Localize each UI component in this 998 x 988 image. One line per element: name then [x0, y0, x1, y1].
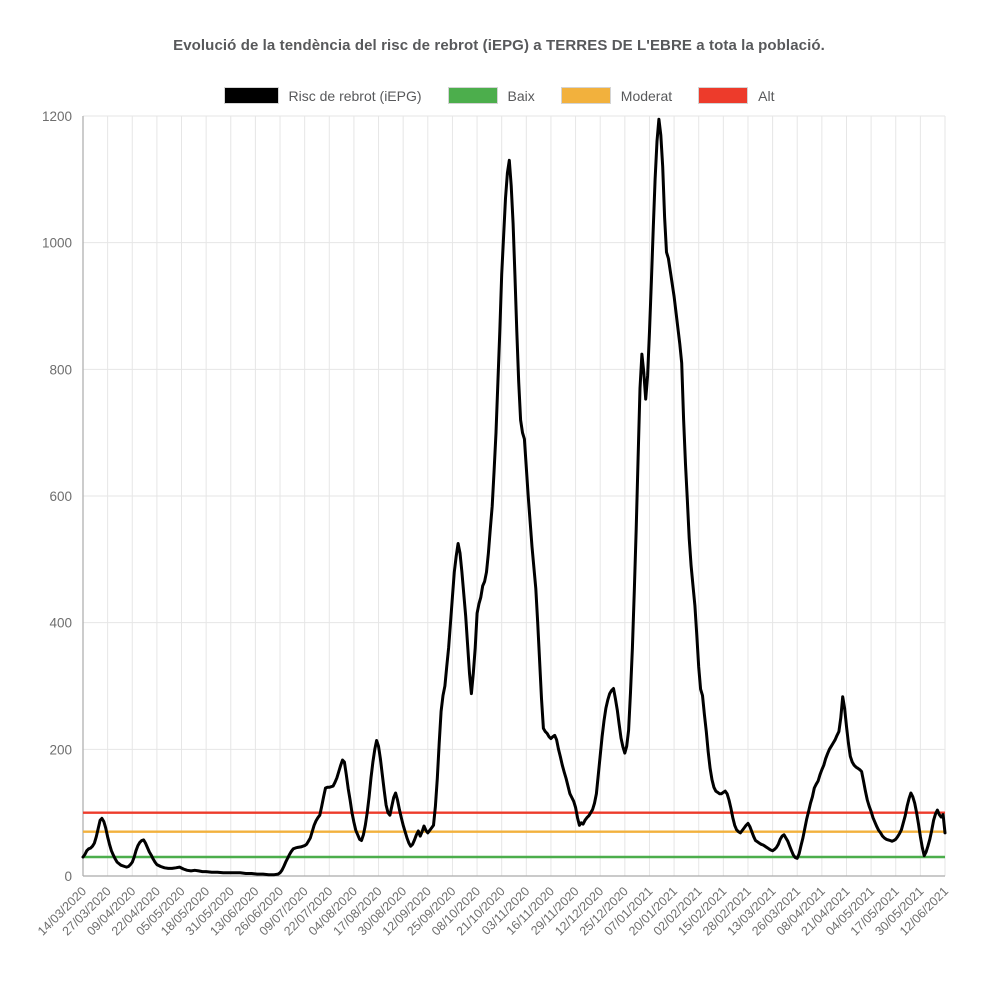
y-tick-label: 0 — [64, 869, 72, 884]
legend-swatch-moderat-icon — [560, 87, 611, 104]
legend-swatch-risc-icon — [223, 87, 279, 104]
y-tick-label: 400 — [49, 616, 72, 631]
legend-item-alt: Alt — [698, 87, 774, 104]
legend-label-baix: Baix — [507, 87, 535, 104]
legend-item-moderat: Moderat — [560, 87, 673, 104]
y-tick-label: 600 — [49, 489, 72, 504]
legend-item-baix: Baix — [447, 87, 535, 104]
legend-swatch-alt-icon — [698, 87, 749, 104]
legend-label-risc: Risc de rebrot (iEPG) — [288, 87, 422, 104]
chart-title: Evolució de la tendència del risc de reb… — [173, 37, 825, 54]
legend-item-risc: Risc de rebrot (iEPG) — [223, 87, 422, 104]
chart-legend: Risc de rebrot (iEPG) Baix Moderat Alt — [0, 87, 998, 104]
y-tick-label: 1200 — [42, 109, 72, 124]
legend-label-moderat: Moderat — [620, 87, 673, 104]
y-tick-label: 200 — [49, 742, 72, 757]
y-tick-label: 1000 — [42, 236, 72, 251]
legend-swatch-baix-icon — [447, 87, 498, 104]
legend-label-alt: Alt — [758, 87, 775, 104]
y-tick-label: 800 — [49, 362, 72, 377]
risk-line-series — [81, 117, 947, 877]
